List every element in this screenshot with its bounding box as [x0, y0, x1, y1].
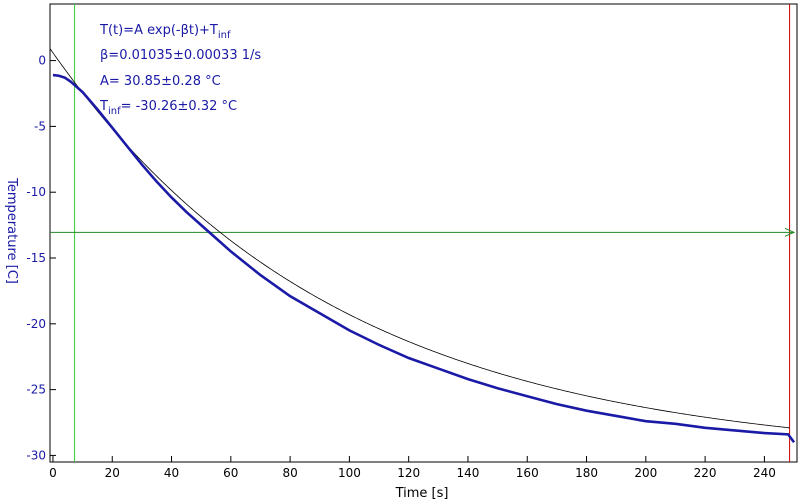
x-tick-label: 200: [634, 466, 657, 480]
x-tick-label: 220: [694, 466, 717, 480]
y-axis-label: Temperature [C]: [4, 177, 19, 284]
x-tick-label: 100: [338, 466, 361, 480]
cursor-horizontal-arrow[interactable]: [784, 227, 796, 237]
x-tick-label: 120: [397, 466, 420, 480]
fit-a-label: A= 30.85±0.28 °C: [100, 74, 221, 89]
x-tick-label: 180: [575, 466, 598, 480]
x-tick-label: 140: [457, 466, 480, 480]
fit-annotation: T(t)=A exp(-βt)+Tinf β=0.01035±0.00033 1…: [99, 23, 261, 117]
fit-model-label: T(t)=A exp(-βt)+Tinf: [99, 23, 231, 41]
fit-beta-label: β=0.01035±0.00033 1/s: [100, 48, 261, 63]
x-tick-label: 60: [223, 466, 238, 480]
y-tick-label: -20: [26, 317, 46, 331]
fit-curve: [49, 48, 790, 429]
x-tick-label: 0: [49, 466, 57, 480]
x-tick-label: 40: [164, 466, 179, 480]
x-tick-label: 160: [516, 466, 539, 480]
cursor-lines[interactable]: [50, 4, 796, 462]
y-tick-label: -5: [34, 119, 46, 133]
y-axis-ticks: 0 -5 -10 -15 -20 -25 -30: [26, 54, 56, 462]
y-tick-label: -10: [26, 185, 46, 199]
x-axis-ticks: 0 20 40 60 80 100 120 140 160 180 200 220 240: [49, 456, 776, 480]
x-tick-label: 20: [105, 466, 120, 480]
x-tick-label: 80: [282, 466, 297, 480]
y-tick-label: 0: [38, 54, 46, 68]
y-tick-label: -25: [26, 383, 46, 397]
y-tick-label: -30: [26, 448, 46, 462]
fit-tinf-label: Tinf= -30.26±0.32 °C: [99, 99, 237, 117]
y-tick-label: -15: [26, 251, 46, 265]
plot-frame: [49, 3, 798, 463]
data-series-temperature: [52, 73, 796, 444]
x-tick-label: 240: [753, 466, 776, 480]
x-axis-label: Time [s]: [395, 486, 449, 501]
